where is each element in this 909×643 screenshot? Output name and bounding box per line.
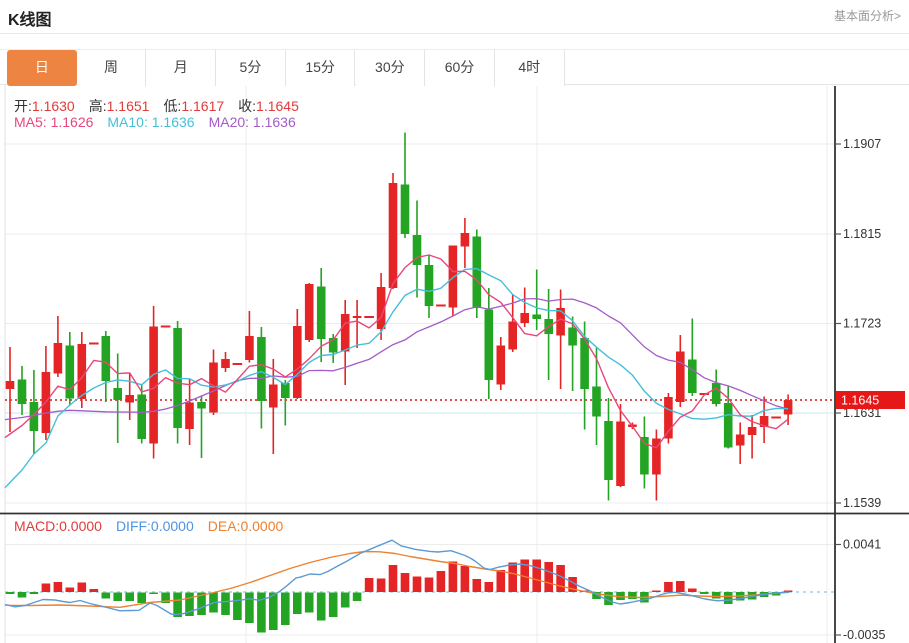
- svg-text:1.1645: 1.1645: [841, 394, 879, 408]
- svg-text:-0.0035: -0.0035: [843, 628, 885, 642]
- svg-text:1.1907: 1.1907: [843, 137, 881, 151]
- svg-text:1.1539: 1.1539: [843, 496, 881, 510]
- svg-text:1.1723: 1.1723: [843, 317, 881, 331]
- svg-text:0.0041: 0.0041: [843, 538, 881, 552]
- svg-text:1.1631: 1.1631: [843, 406, 881, 420]
- svg-text:1.1815: 1.1815: [843, 227, 881, 241]
